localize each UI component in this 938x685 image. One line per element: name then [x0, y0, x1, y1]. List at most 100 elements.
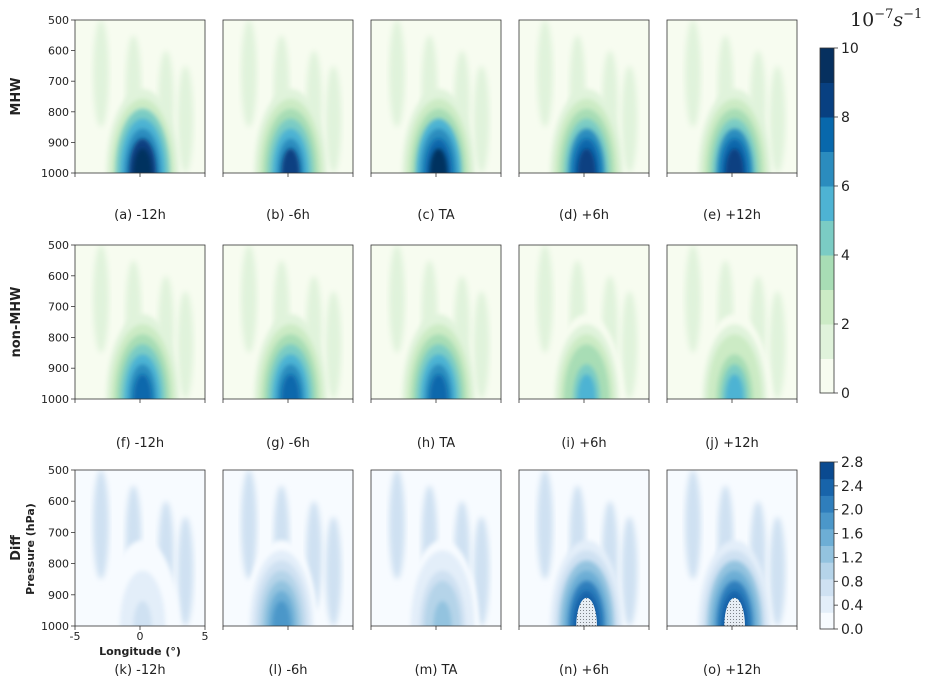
colorbar-segment — [820, 255, 834, 290]
colorbar-segment — [820, 324, 834, 359]
colorbar-tick-label: 0.8 — [841, 574, 863, 590]
colorbar-segment — [820, 528, 834, 546]
significance-stipple — [576, 597, 597, 626]
panel-MHW-0: 500 600 700 800 900 1000 (a) -12h — [41, 14, 206, 223]
colorbar-tick-label: 4 — [841, 248, 850, 264]
colorbar-segment — [820, 595, 834, 613]
x-axis-label: Longitude (°) — [99, 645, 181, 658]
panel-Diff-4: (o) +12h — [666, 469, 798, 678]
y-tick-label: 700 — [48, 75, 69, 88]
x-tick-label: -5 — [70, 630, 81, 643]
colorbar-segment — [820, 512, 834, 530]
colorbar-frame — [819, 461, 835, 630]
colorbar-main: 0 2 4 6 8 10 — [819, 41, 859, 402]
panel-caption: (j) +12h — [705, 436, 759, 451]
x-tick-label: 0 — [137, 630, 144, 643]
colorbar-tick-label: 6 — [841, 179, 850, 195]
panel-MHW-2: (c) TA — [370, 19, 502, 223]
row-label: Diff — [9, 535, 24, 561]
panel-caption: (n) +6h — [559, 663, 609, 678]
colorbar-tick-label: 0 — [841, 386, 850, 402]
contour-level — [133, 601, 152, 626]
panel-Diff-2: (m) TA — [370, 469, 502, 678]
background-streak — [93, 245, 109, 353]
panel-caption: (l) -6h — [268, 663, 307, 678]
colorbar-segment — [820, 220, 834, 256]
colorbar-segment — [820, 358, 834, 394]
colorbar-tick-label: 2.0 — [841, 503, 863, 519]
background-streak — [93, 470, 109, 580]
colorbar-tick-label: 2.8 — [841, 455, 863, 471]
background-streak — [325, 65, 342, 173]
colorbar-segment — [820, 186, 834, 221]
contour-level — [577, 374, 596, 399]
background-streak — [241, 245, 257, 353]
colorbar-segment — [820, 82, 834, 118]
panel-caption: (k) -12h — [114, 663, 165, 678]
background-streak — [769, 516, 786, 626]
background-streak — [325, 516, 342, 626]
row-label: MHW — [9, 77, 24, 115]
contour-level — [577, 148, 596, 173]
background-streak — [241, 470, 257, 580]
contour-level — [433, 601, 452, 626]
panel-caption: (a) -12h — [114, 208, 166, 223]
colorbar-tick-label: 0.4 — [841, 598, 863, 614]
panel-MHW-1: (b) -6h — [222, 19, 354, 223]
background-streak — [93, 20, 109, 128]
panel-caption: (e) +12h — [703, 208, 761, 223]
background-streak — [621, 291, 638, 399]
background-streak — [537, 470, 553, 580]
panel-caption: (h) TA — [417, 436, 455, 451]
colorbar-tick-label: 2.4 — [841, 479, 863, 495]
colorbar-tick-label: 8 — [841, 110, 850, 126]
y-tick-label: 800 — [48, 106, 69, 119]
panel-Diff-3: (n) +6h — [518, 469, 650, 678]
contour-level — [725, 374, 744, 399]
overlay-group: 0 2 4 6 8 10 0.0 0.4 0.8 1.2 1.6 2.0 2.4 2.8 10−7s−1 — [819, 7, 922, 638]
background-streak — [473, 65, 490, 173]
y-tick-label: 600 — [48, 495, 69, 508]
y-tick-label: 600 — [48, 270, 69, 283]
background-streak — [537, 245, 553, 353]
colorbar-tick-label: 1.6 — [841, 527, 863, 543]
colorbar-segment — [820, 545, 834, 563]
background-streak — [769, 291, 786, 399]
background-streak — [473, 516, 490, 626]
panel-non-MHW-1: (g) -6h — [222, 244, 354, 451]
y-tick-label: 900 — [48, 136, 69, 149]
panel-caption: (o) +12h — [703, 663, 761, 678]
background-streak — [177, 291, 194, 399]
background-streak — [177, 65, 194, 173]
contour-level — [429, 148, 448, 173]
x-tick-label: 5 — [202, 630, 209, 643]
colorbar-segment — [820, 48, 834, 83]
contour-level — [133, 148, 152, 173]
row-label: non-MHW — [9, 287, 24, 358]
colorbar-tick-label: 0.0 — [841, 622, 863, 638]
y-tick-label: 500 — [48, 14, 69, 27]
panel-caption: (c) TA — [417, 208, 454, 223]
background-streak — [241, 20, 257, 128]
background-streak — [685, 470, 701, 580]
background-streak — [621, 516, 638, 626]
background-streak — [769, 65, 786, 173]
panels-group: 500 600 700 800 900 1000 (a) -12h (b) -6h (c) TA… — [9, 14, 798, 678]
contour-level — [429, 374, 448, 399]
colorbar-segment — [820, 151, 834, 187]
significance-stipple — [724, 597, 745, 626]
contour-level — [281, 374, 300, 399]
y-tick-label: 700 — [48, 301, 69, 314]
panel-caption: (g) -6h — [266, 436, 310, 451]
panel-non-MHW-0: 500 600 700 800 900 1000 (f) -12h — [41, 239, 206, 451]
panel-Diff-0: 500 600 700 800 900 1000-5 0 5 (k) -12h — [41, 464, 209, 678]
y-tick-label: 800 — [48, 558, 69, 571]
colorbar-segment — [820, 289, 834, 325]
colorbar-frame — [819, 47, 835, 394]
y-tick-label: 1000 — [41, 167, 69, 180]
colorbar-diff: 0.0 0.4 0.8 1.2 1.6 2.0 2.4 2.8 — [819, 455, 863, 638]
y-tick-label: 700 — [48, 526, 69, 539]
background-streak — [325, 291, 342, 399]
contour-level — [133, 374, 152, 399]
